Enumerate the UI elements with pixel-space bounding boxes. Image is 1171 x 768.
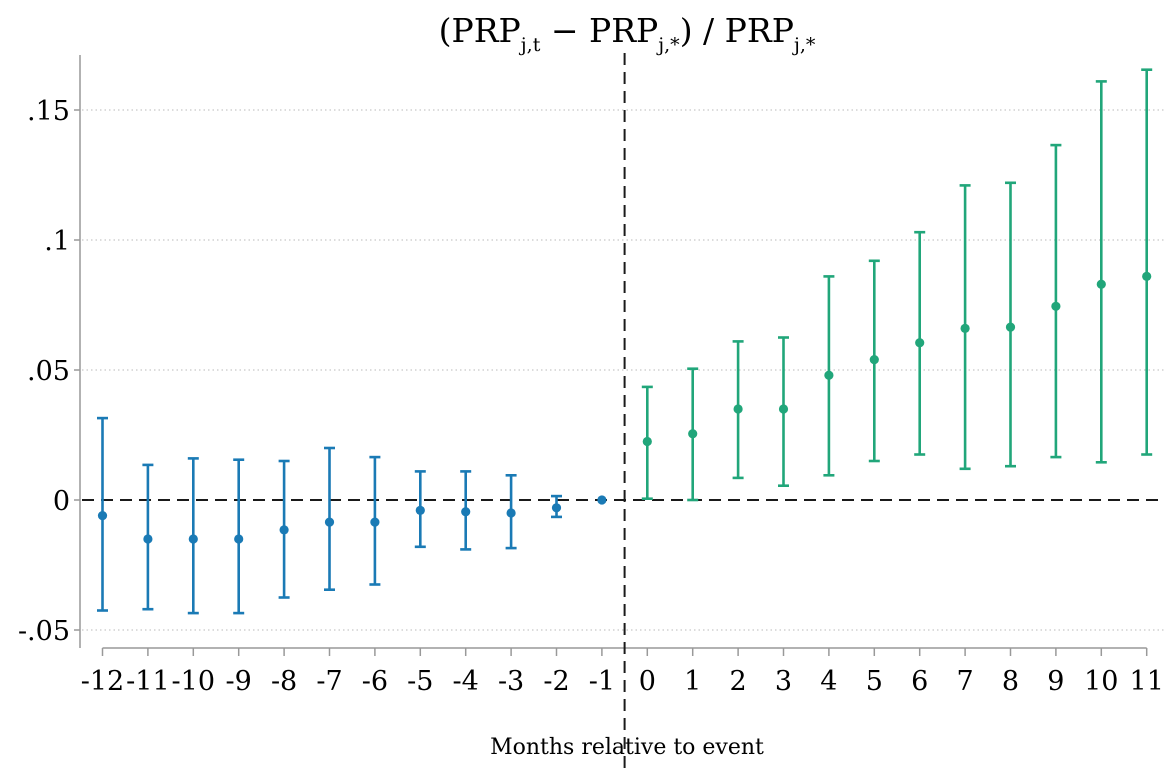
point-estimate-marker bbox=[1051, 301, 1061, 311]
title-prp-1: PRP bbox=[452, 11, 521, 50]
x-tick-label: -7 bbox=[316, 666, 342, 697]
point-estimate-marker bbox=[234, 534, 244, 544]
x-tick-label: 4 bbox=[820, 666, 837, 697]
title-sub-1: j,t bbox=[519, 34, 541, 56]
point-estimate-marker bbox=[733, 404, 743, 414]
title-slash: / bbox=[693, 11, 725, 50]
point-estimate-marker bbox=[642, 436, 652, 447]
x-tick-label: -5 bbox=[407, 666, 433, 697]
point-estimate-marker bbox=[188, 534, 198, 544]
x-tick-label: 5 bbox=[866, 666, 883, 697]
axes bbox=[74, 55, 1148, 656]
point-estimate-marker bbox=[824, 370, 834, 380]
x-tick-label: 9 bbox=[1047, 666, 1064, 697]
x-tick-label: -2 bbox=[543, 666, 569, 697]
y-tick-label: .1 bbox=[44, 226, 70, 257]
title-open-paren: ( bbox=[439, 11, 452, 50]
x-tick-label: 3 bbox=[775, 666, 792, 697]
title-close-paren: ) bbox=[680, 11, 693, 50]
x-tick-label: -3 bbox=[498, 666, 524, 697]
title-sub-3: j,* bbox=[792, 34, 816, 56]
point-estimate-marker bbox=[506, 508, 516, 518]
x-tick-label: 8 bbox=[1002, 666, 1019, 697]
x-tick-label: 10 bbox=[1084, 666, 1118, 697]
point-estimate-marker bbox=[688, 429, 698, 439]
point-estimate-marker bbox=[960, 323, 970, 333]
x-tick-label: 2 bbox=[730, 666, 747, 697]
x-tick-label: 1 bbox=[684, 666, 701, 697]
point-estimate-marker bbox=[1005, 322, 1016, 332]
grid-lines bbox=[82, 109, 1165, 631]
point-estimate-marker bbox=[279, 525, 289, 535]
point-estimate-marker bbox=[778, 404, 789, 414]
x-tick-label: 0 bbox=[639, 666, 656, 697]
point-estimate-marker bbox=[1096, 279, 1106, 289]
point-estimate-marker bbox=[461, 507, 471, 517]
point-estimate-marker bbox=[915, 338, 925, 348]
x-tick-label: -9 bbox=[226, 666, 252, 697]
x-tick-label: -10 bbox=[172, 666, 215, 697]
point-estimate-marker bbox=[1142, 271, 1152, 281]
point-estimate-marker bbox=[869, 355, 879, 365]
x-axis-label: Months relative to event bbox=[490, 735, 764, 760]
x-tick-label: -8 bbox=[271, 666, 297, 697]
x-tick-label: -11 bbox=[126, 666, 169, 697]
title-prp-3: PRP bbox=[725, 11, 794, 50]
point-estimate-marker bbox=[370, 517, 380, 527]
point-estimate-marker bbox=[551, 503, 562, 513]
y-tick-label: 0 bbox=[53, 486, 70, 517]
x-tick-label: 7 bbox=[957, 666, 974, 697]
title-minus: − bbox=[540, 11, 589, 50]
title-prp-2: PRP bbox=[589, 11, 658, 50]
x-tick-label: 6 bbox=[911, 666, 928, 697]
x-tick-label: -6 bbox=[362, 666, 388, 697]
x-tick-label: -12 bbox=[81, 666, 124, 697]
y-tick-label: .15 bbox=[27, 96, 70, 127]
chart-title: (PRPj,t − PRPj,*) / PRPj,* bbox=[439, 11, 816, 56]
x-tick-label: -1 bbox=[589, 666, 615, 697]
y-tick-label: -.05 bbox=[18, 616, 70, 647]
x-tick-label: 11 bbox=[1130, 666, 1164, 697]
point-estimate-marker bbox=[597, 495, 607, 505]
y-tick-label: .05 bbox=[27, 356, 70, 387]
point-estimate-marker bbox=[97, 510, 108, 521]
point-estimate-marker bbox=[415, 505, 425, 515]
x-tick-label: -4 bbox=[453, 666, 479, 697]
reference-lines bbox=[82, 53, 1165, 768]
point-estimate-marker bbox=[143, 534, 153, 544]
point-estimate-marker bbox=[324, 517, 335, 527]
y-tick-labels: -.05 0 .05 .1 .15 bbox=[18, 96, 70, 647]
title-sub-2: j,* bbox=[656, 34, 680, 56]
x-tick-labels: -12 -11 -10 -9 -8 -7 -6 -5 -4 -3 -2 -1 0 1 2 3 4 5 6 7 8 9 10 1… bbox=[81, 666, 1164, 697]
series-markers bbox=[97, 68, 1153, 615]
